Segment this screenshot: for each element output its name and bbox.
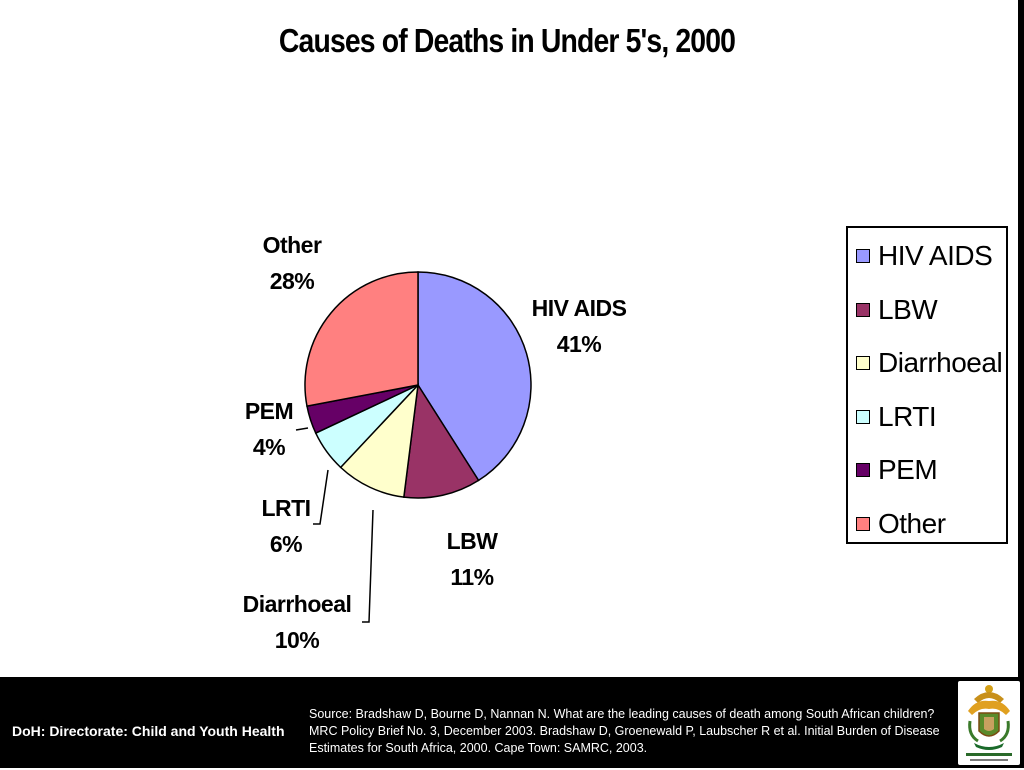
legend-swatch-hiv-aids [856, 249, 870, 263]
slide: Causes of Deaths in Under 5's, 2000 HIV … [242, 0, 1024, 677]
legend-label-other: Other [878, 507, 946, 539]
slice-value-lbw: 11% [450, 564, 493, 590]
legend-label-lrti: LRTI [878, 400, 937, 432]
legend-swatch-lbw [856, 302, 870, 317]
legend-label-hiv-aids: HIV AIDS [878, 240, 993, 271]
slice-value-other: 28% [270, 268, 315, 294]
pie-slice-other [304, 271, 419, 408]
legend-item-other: Other [856, 504, 946, 544]
legend-item-pem: PEM [856, 450, 938, 490]
slice-value-diarrhoeal: 10% [275, 627, 320, 653]
legend-item-lrti: LRTI [856, 397, 937, 437]
leader-line-lrti [313, 469, 329, 525]
coat-of-arms-logo [958, 681, 1020, 765]
slice-label-lbw: LBW [447, 528, 499, 554]
slice-label-pem: PEM [245, 398, 293, 424]
pie-slice-lbw [403, 382, 480, 499]
pie-chart: HIV AIDS 41% LBW 11% Diarrhoeal 10% LRTI 6% PEM 4… [243, 232, 627, 653]
legend-label-lbw: LBW [878, 293, 938, 325]
slice-label-hiv-aids: HIV AIDS [532, 295, 627, 321]
slice-label-other: Other [263, 232, 322, 258]
legend-item-diarrhoeal: Diarrhoeal [856, 343, 1003, 383]
slice-value-hiv-aids: 41% [557, 331, 602, 357]
legend-item-hiv-aids: HIV AIDS [856, 236, 993, 276]
legend: HIV AIDS LBW Diarrhoeal LRTI PEM Other [846, 226, 1008, 544]
legend-swatch-diarrhoeal [856, 356, 870, 370]
footer-organization: DoH: Directorate: Child and Youth Health [12, 723, 285, 739]
legend-label-pem: PEM [878, 454, 938, 485]
slice-value-lrti: 6% [270, 531, 302, 557]
chart-title: Causes of Deaths in Under 5's, 2000 [278, 22, 736, 59]
slice-value-pem: 4% [253, 434, 285, 460]
leader-line-pem [295, 427, 309, 431]
leader-line-diarrhoeal [362, 509, 374, 623]
legend-swatch-pem [856, 463, 870, 477]
legend-item-lbw: LBW [856, 290, 938, 330]
legend-swatch-other [856, 516, 870, 531]
slice-label-diarrhoeal: Diarrhoeal [243, 591, 352, 617]
legend-label-diarrhoeal: Diarrhoeal [878, 347, 1003, 378]
slice-label-lrti: LRTI [261, 495, 310, 521]
footer-source-citation: Source: Bradshaw D, Bourne D, Nannan N. … [309, 707, 940, 755]
pie-slice-diarrhoeal [339, 382, 420, 498]
legend-swatch-lrti [856, 409, 870, 424]
footer: DoH: Directorate: Child and Youth Health… [0, 677, 1024, 768]
